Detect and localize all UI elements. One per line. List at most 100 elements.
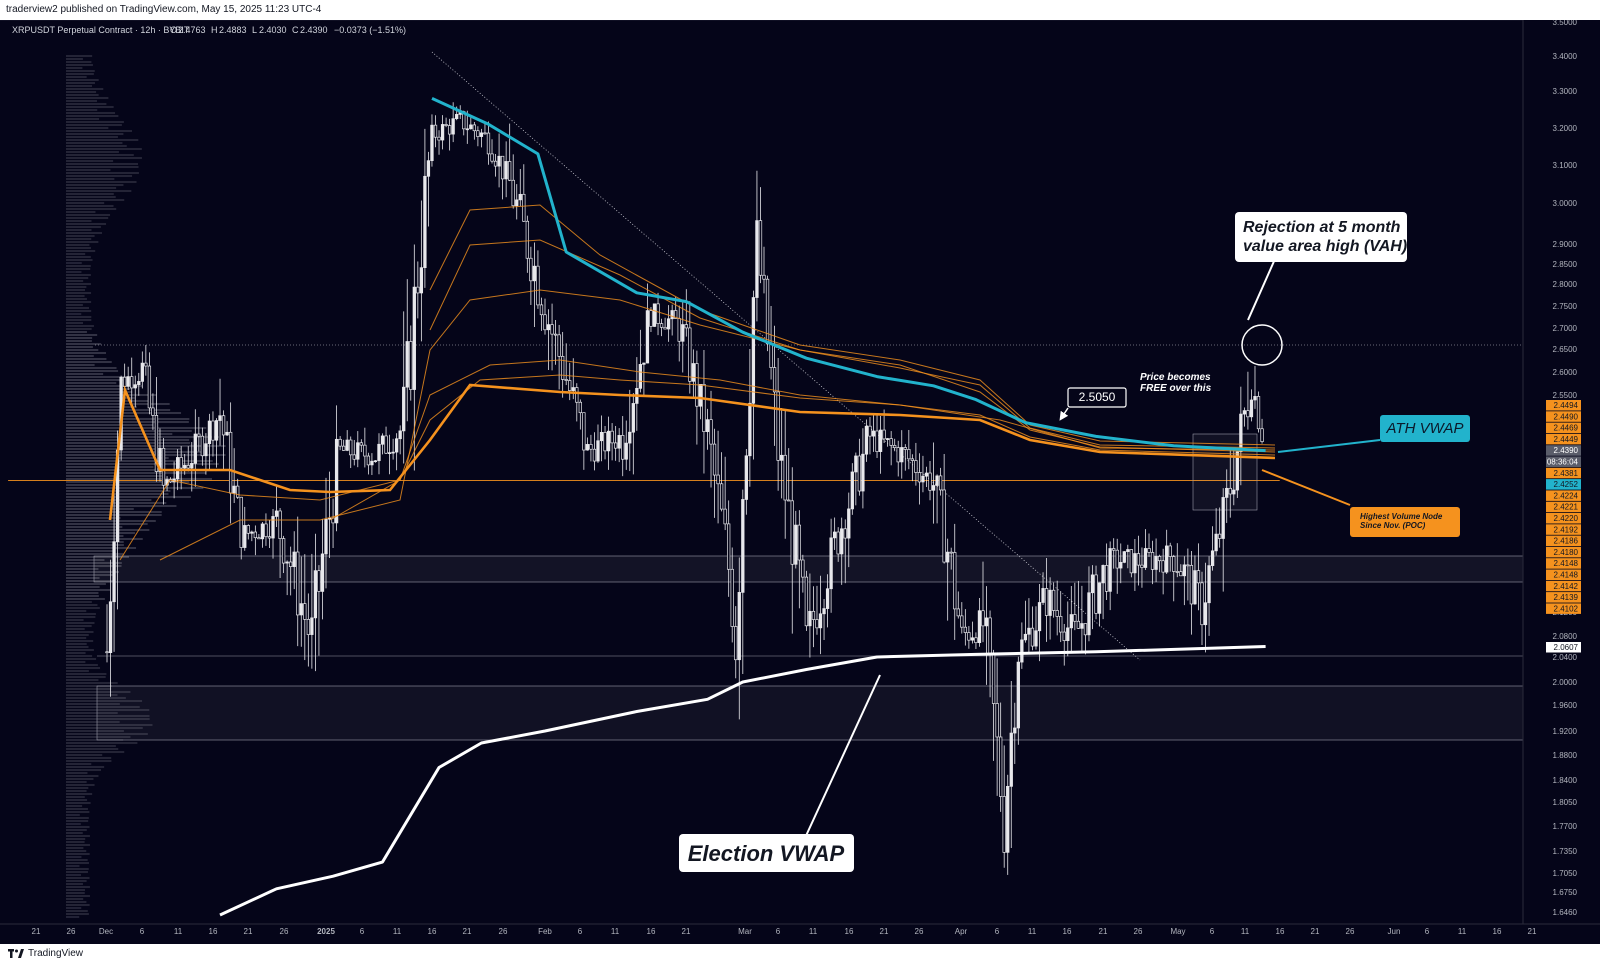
price-label-0: 2.4494	[1546, 400, 1581, 411]
candle-body	[854, 455, 858, 473]
ohlc-c-label: C	[292, 25, 299, 35]
candle-body	[1076, 620, 1081, 629]
candle-body	[193, 433, 197, 464]
candle-body	[1101, 565, 1105, 584]
candle-body	[271, 516, 275, 539]
candle-body	[1246, 410, 1250, 418]
candle-body	[246, 525, 250, 534]
price-label-text: 2.4494	[1554, 401, 1579, 410]
candle-body	[780, 454, 784, 461]
candle-body	[380, 435, 385, 445]
time-tick-38: 6	[1425, 927, 1430, 936]
candle-body	[575, 387, 579, 403]
ohlc-l-value: 2.4030	[259, 25, 287, 35]
candle-body	[137, 381, 141, 386]
rejection-callout: Rejection at 5 month value area high (VAH…	[1235, 212, 1407, 366]
candle-body	[850, 471, 854, 510]
price-label-text: 2.4148	[1554, 559, 1579, 568]
candle-body	[1048, 589, 1052, 616]
candle-body	[1161, 560, 1165, 573]
time-tick-17: 16	[647, 927, 656, 936]
price-label-bg	[1546, 535, 1581, 547]
candle-body	[366, 455, 371, 466]
candle-body	[1006, 786, 1010, 853]
price-label-text: 2.4186	[1554, 537, 1579, 546]
trend-line	[431, 51, 1141, 661]
candle-body	[825, 588, 830, 609]
candle-body	[889, 438, 893, 446]
breakout-box	[1192, 433, 1258, 511]
candle-body	[868, 425, 872, 437]
candle-body	[681, 324, 685, 342]
time-tick-29: 21	[1099, 927, 1108, 936]
zones-layer	[93, 433, 1524, 741]
ohlc-l-label: L	[252, 25, 257, 35]
price-label-text: 2.4102	[1554, 604, 1579, 613]
candle-body	[508, 161, 512, 181]
candle-body	[250, 531, 254, 534]
candle-body	[398, 430, 402, 440]
candle-body	[861, 453, 865, 492]
price-chart[interactable]: XRPUSDT Perpetual Contract · 12h · BYBIT…	[0, 20, 1600, 944]
time-tick-36: 26	[1346, 927, 1355, 936]
candle-body	[727, 523, 731, 570]
publisher-bar: traderview2 published on TradingView.com…	[0, 0, 1600, 20]
candle-body	[974, 637, 978, 644]
candle-body	[1112, 548, 1116, 551]
tradingview-brand: TradingView	[28, 948, 84, 959]
price-label-18: 2.4102	[1546, 603, 1581, 614]
candle-body	[719, 483, 724, 510]
price-label-text: 2.4221	[1554, 503, 1579, 512]
candle-body	[455, 114, 459, 120]
candle-body	[1140, 564, 1144, 568]
candle-body	[130, 376, 134, 389]
price-label-bg	[1546, 569, 1581, 580]
ohlc-c-value: 2.4390	[300, 25, 328, 35]
ohlc-o-label: O	[170, 25, 177, 35]
candle-body	[313, 570, 318, 619]
candle-body	[1059, 616, 1063, 633]
time-tick-23: 21	[880, 927, 889, 936]
price-labels: 2.4494 2.4490 2.4469 2.4449 2.4390 08:36:04 2.…	[1546, 400, 1581, 653]
candle-body	[1104, 565, 1109, 592]
candle-body	[977, 610, 982, 644]
time-tick-12: 21	[463, 927, 472, 936]
candle-body	[342, 445, 346, 451]
candle-body	[387, 452, 392, 454]
candle-body	[1041, 588, 1045, 603]
grid-layer	[0, 20, 1600, 661]
time-axis[interactable]: 21 26 Dec 6 11 16 21 26 2025 6 11 16 21 26 Feb 6 11 16 21 M…	[0, 923, 1600, 936]
candle-body	[409, 341, 413, 390]
candle-body	[532, 265, 537, 282]
candle-body	[666, 318, 671, 330]
time-tick-26: 6	[995, 927, 1000, 936]
candle-body	[702, 384, 706, 432]
level-callout: 2.5050 Price becomes FREE over this	[1059, 372, 1212, 421]
time-tick-24: 26	[915, 927, 924, 936]
candle-body	[469, 124, 473, 130]
candle-body	[991, 652, 996, 704]
candle-body	[440, 124, 445, 141]
candle-body	[797, 524, 801, 561]
candle-body	[200, 435, 205, 457]
candle-body	[1122, 551, 1126, 563]
candle-body	[698, 384, 703, 407]
time-tick-27: 11	[1028, 927, 1037, 936]
price-label-bg	[1546, 456, 1581, 467]
price-label-15: 2.4148	[1546, 569, 1581, 580]
candle-body	[801, 559, 805, 578]
poc-callout: Highest Volume Node Since Nov. (POC)	[1261, 469, 1460, 537]
ohlc-o-value: 2.4763	[178, 25, 206, 35]
candle-body	[267, 536, 272, 539]
time-tick-5: 16	[209, 927, 218, 936]
price-tick-2: 3.3000	[1553, 87, 1578, 96]
candle-body	[1150, 552, 1155, 570]
candle-body	[264, 523, 268, 538]
price-tick-6: 2.9000	[1553, 240, 1578, 249]
candle-body	[1207, 565, 1211, 604]
price-label-12: 2.4186	[1546, 535, 1581, 547]
candle-body	[603, 432, 607, 452]
price-tick-18: 1.9600	[1553, 701, 1578, 710]
anchored-vwap-line	[108, 383, 1276, 521]
price-tick-22: 1.8050	[1553, 798, 1578, 807]
